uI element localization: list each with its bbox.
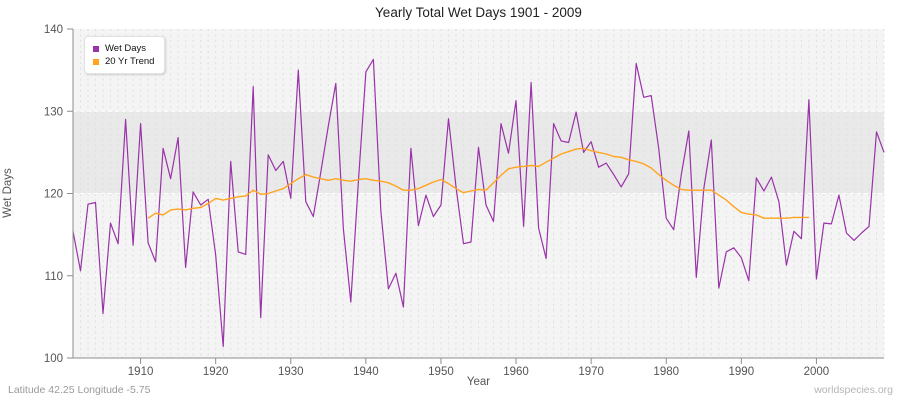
x-tick-label: 1920 (203, 366, 229, 378)
y-tick-label: 110 (45, 271, 63, 283)
x-tick-label: 1980 (653, 366, 679, 378)
chart-title: Yearly Total Wet Days 1901 - 2009 (375, 5, 582, 20)
legend-label-wet-days: Wet Days (105, 43, 147, 54)
x-tick-label: 1950 (428, 366, 454, 378)
x-tick-label: 1990 (729, 366, 755, 378)
x-tick-label: 2000 (804, 366, 830, 378)
series-line-wet-days (72, 58, 885, 348)
footer-attribution: worldspecies.org (814, 384, 893, 396)
trend-swatch-icon (93, 58, 99, 65)
x-tick-label: 1970 (578, 366, 604, 378)
legend-item-wet-days: Wet Days (93, 42, 154, 55)
y-tick-label: 120 (44, 189, 63, 201)
x-tick-label: 1940 (353, 366, 379, 378)
footer-coordinates: Latitude 42.25 Longitude -5.75 (8, 384, 151, 396)
y-tick-label: 100 (44, 353, 63, 365)
x-tick-label: 1910 (128, 366, 154, 378)
legend-label-trend: 20 Yr Trend (105, 56, 155, 67)
legend-item-trend: 20 Yr Trend (93, 55, 154, 68)
x-tick-label: 1960 (503, 366, 529, 378)
y-axis-title: Wet Days (2, 168, 14, 218)
y-tick-label: 140 (44, 24, 63, 36)
x-axis-title: Year (466, 376, 491, 388)
series-line-20-yr-trend (147, 147, 809, 219)
y-tick-label: 130 (44, 106, 63, 118)
x-tick-label: 1930 (278, 366, 304, 378)
legend-box: Wet Days 20 Yr Trend (84, 36, 166, 74)
wet-days-swatch-icon (93, 45, 99, 52)
